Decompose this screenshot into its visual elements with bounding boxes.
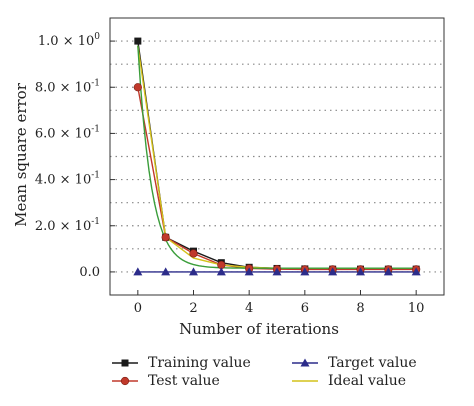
legend-swatch-marker [300,358,310,367]
grid-lines [110,40,444,273]
series-line-0 [137,40,417,270]
legend-label: Test value [148,373,220,389]
y-tick-label: 8.0 × 10-1 [35,78,100,95]
y-axis-label: Mean square error [12,82,30,227]
series-point-0 [134,37,142,45]
x-tick-label: 10 [408,301,425,316]
y-tick-label: 0.0 [79,265,100,280]
legend-label: Target value [328,355,417,371]
series-point-2 [244,267,254,276]
y-tick-labels: 0.0 2.0 × 10-1 4.0 × 10-1 6.0 × 10-1 8.0 × 1… [35,32,100,280]
legend: Training value Test value Target value Idea… [112,355,417,389]
x-tick-label: 2 [189,301,197,316]
series-point-2 [300,267,310,276]
x-tick-labels: 0 2 4 6 8 10 [134,301,425,316]
y-tick-label: 2.0 × 10-1 [35,217,100,234]
series-point-2 [272,267,282,276]
x-tick-label: 8 [356,301,364,316]
legend-swatch-marker [120,376,130,386]
x-tick-label: 0 [134,301,142,316]
plot-area [109,17,445,296]
series-point-1 [133,83,142,92]
x-tick-label: 4 [245,301,253,316]
series-point-2 [383,267,393,276]
series-point-2 [328,267,338,276]
series-point-2 [356,267,365,276]
series-point-1 [189,249,198,258]
plot-frame [109,17,445,296]
series-point-1 [161,233,170,242]
y-tick-label: 6.0 × 10-1 [35,124,100,141]
series-point-2 [189,267,198,276]
legend-label: Training value [148,355,251,371]
series-point-2 [216,267,226,276]
legend-swatch-marker [121,359,129,367]
series-point-2 [411,267,421,276]
series-point-2 [133,267,143,276]
x-axis-label: Number of iterations [179,320,339,338]
y-tick-label: 1.0 × 100 [38,32,100,49]
y-tick-label: 4.0 × 10-1 [35,171,100,188]
x-tick-label: 6 [301,301,309,316]
series-point-2 [161,267,171,276]
series-line-1 [137,87,417,271]
legend-label: Ideal value [328,373,406,389]
